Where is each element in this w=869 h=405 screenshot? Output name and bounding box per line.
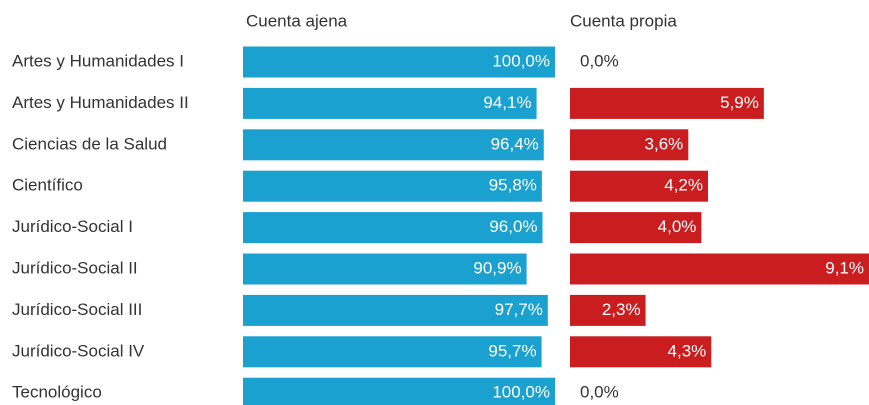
value-label: 96,4% [491, 134, 539, 153]
value-label: 96,0% [489, 217, 537, 236]
category-label: Jurídico-Social I [12, 217, 133, 236]
value-label: 94,1% [483, 93, 531, 112]
bar [570, 212, 702, 244]
value-label: 3,6% [645, 134, 684, 153]
bar [570, 253, 869, 285]
series-header: Cuenta ajena [246, 11, 348, 30]
bar [570, 170, 708, 202]
value-label: 0,0% [580, 383, 619, 402]
bar [243, 129, 544, 161]
category-label: Ciencias de la Salud [12, 134, 167, 153]
bar [243, 253, 527, 285]
category-label: Jurídico-Social III [12, 300, 142, 319]
bar [570, 129, 689, 161]
value-label: 0,0% [580, 51, 619, 70]
value-label: 95,8% [489, 176, 537, 195]
series-header: Cuenta propia [570, 11, 677, 30]
bar [243, 87, 537, 119]
value-label: 100,0% [492, 383, 550, 402]
value-label: 2,3% [602, 300, 641, 319]
value-label: 5,9% [720, 93, 759, 112]
category-label: Artes y Humanidades II [12, 93, 189, 112]
bar [243, 212, 543, 244]
bar [570, 294, 646, 326]
value-label: 9,1% [825, 258, 864, 277]
category-label: Tecnológico [12, 383, 102, 402]
category-label: Artes y Humanidades I [12, 51, 184, 70]
bar [243, 46, 555, 78]
bar [570, 336, 712, 368]
bar [243, 336, 542, 368]
bar [243, 377, 555, 405]
value-label: 95,7% [488, 341, 536, 360]
value-label: 100,0% [492, 51, 550, 70]
category-label: Jurídico-Social IV [12, 341, 145, 360]
category-label: Científico [12, 176, 83, 195]
value-label: 4,2% [664, 176, 703, 195]
value-label: 4,3% [668, 341, 707, 360]
bar [570, 87, 764, 119]
value-label: 90,9% [473, 258, 521, 277]
value-label: 97,7% [495, 300, 543, 319]
value-label: 4,0% [658, 217, 697, 236]
bar [243, 294, 548, 326]
category-label: Jurídico-Social II [12, 258, 138, 277]
bar [243, 170, 542, 202]
